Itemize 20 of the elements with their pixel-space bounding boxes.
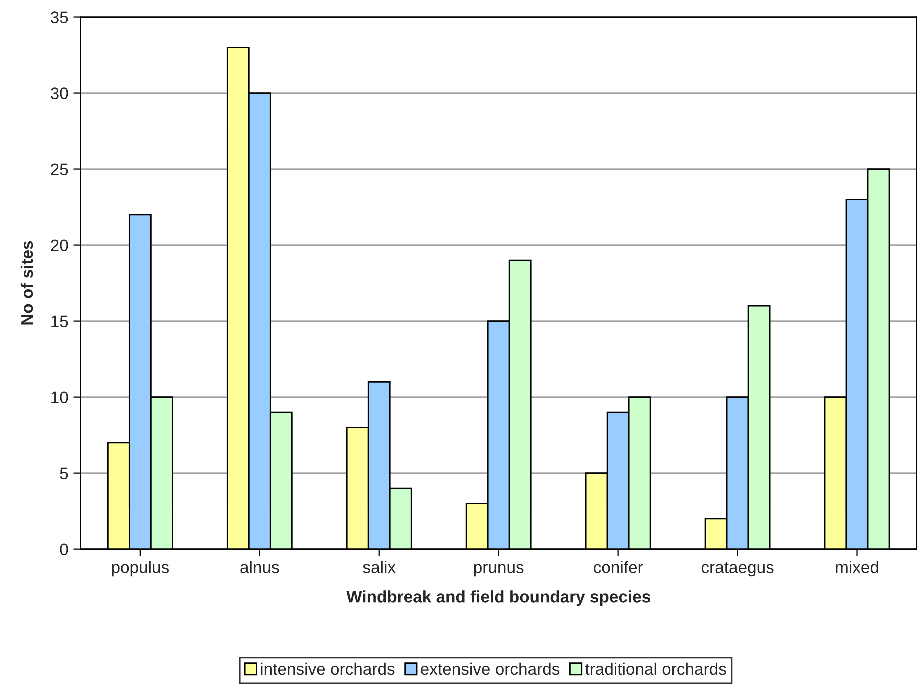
x-tick-label: salix	[363, 561, 396, 574]
y-tick-label: 0	[60, 544, 68, 556]
y-axis-title: No of sites	[20, 241, 34, 325]
x-tick-label: prunus	[474, 564, 524, 577]
y-tick-label: 20	[51, 240, 68, 252]
legend-label: traditional orchards	[585, 662, 726, 676]
y-tick-label: 5	[60, 468, 68, 480]
y-tick-label: 25	[51, 164, 68, 176]
x-tick-label: conifer	[594, 561, 644, 574]
legend-label: intensive orchards	[261, 662, 395, 676]
x-tick-label: crataegus	[702, 562, 774, 577]
x-tick-label: alnus	[240, 561, 280, 574]
y-tick-label: 15	[52, 316, 68, 328]
legend-label: extensive orchards	[421, 662, 560, 676]
x-tick-label: populus	[112, 561, 170, 577]
y-tick-label: 35	[50, 12, 68, 24]
x-tick-label: mixed	[836, 561, 878, 574]
y-tick-label: 30	[50, 88, 68, 100]
x-axis-title: Windbreak and field boundary species	[346, 590, 650, 606]
y-tick-label: 10	[52, 392, 68, 404]
